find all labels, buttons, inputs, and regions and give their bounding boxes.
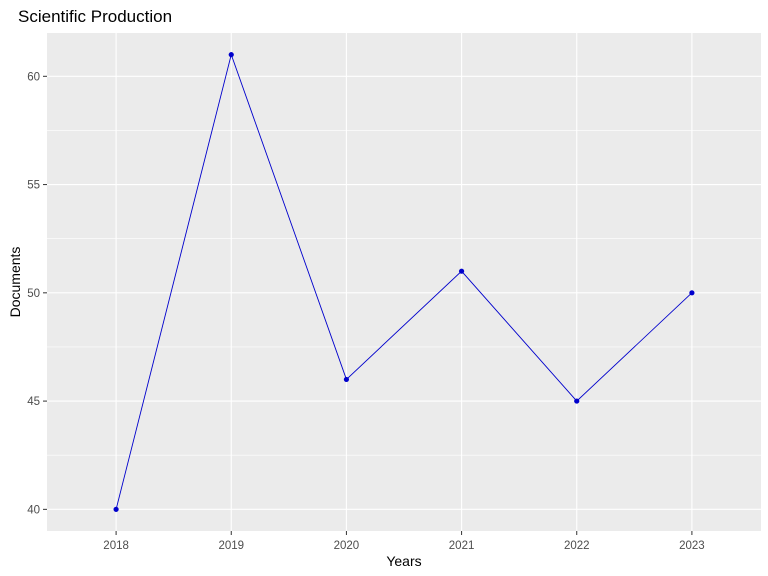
data-point xyxy=(343,376,350,383)
series-lines xyxy=(115,53,693,510)
x-tick-label: 2021 xyxy=(449,540,475,552)
x-tick-label: 2023 xyxy=(679,540,705,552)
x-axis-ticks: 2018 2019 2020 2021 2022 2023 xyxy=(103,531,705,552)
plot-panel xyxy=(47,33,761,531)
data-point xyxy=(113,506,119,512)
x-axis-title: Years xyxy=(386,553,421,569)
x-tick-label: 2022 xyxy=(564,540,590,552)
y-tick-label: 45 xyxy=(27,396,40,408)
y-tick-label: 40 xyxy=(27,504,40,516)
data-point xyxy=(458,268,465,274)
y-axis-ticks: 40 45 50 55 60 xyxy=(27,71,47,516)
chart-title: Scientific Production xyxy=(18,7,172,26)
minor-gridlines xyxy=(47,21,761,456)
series-points xyxy=(113,52,695,512)
data-point xyxy=(574,398,580,404)
x-tick-label: 2020 xyxy=(334,540,360,552)
major-gridlines xyxy=(47,33,761,531)
data-point xyxy=(689,290,695,296)
x-tick-label: 2018 xyxy=(103,540,129,552)
y-tick-label: 60 xyxy=(27,71,40,83)
series-line xyxy=(115,53,693,510)
y-tick-label: 50 xyxy=(27,288,40,300)
data-point xyxy=(228,52,234,58)
x-tick-label: 2019 xyxy=(218,540,244,552)
y-tick-label: 55 xyxy=(27,180,40,192)
y-axis-title: Documents xyxy=(7,247,23,318)
